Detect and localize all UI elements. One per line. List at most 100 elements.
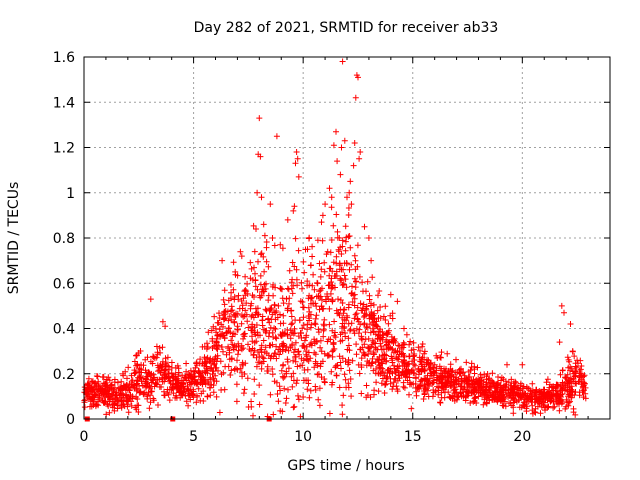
data-point [314, 280, 321, 287]
data-point [262, 344, 269, 351]
data-point [361, 223, 368, 230]
data-point [336, 353, 343, 360]
x-tick-label: 10 [294, 429, 312, 445]
data-point [134, 378, 140, 384]
data-point [299, 362, 306, 369]
data-point [544, 392, 551, 399]
data-point [281, 373, 288, 380]
data-point [296, 351, 303, 358]
data-point [239, 373, 246, 380]
data-point [179, 372, 186, 379]
data-point [312, 358, 319, 365]
data-point [147, 372, 154, 379]
data-point [501, 398, 508, 405]
data-point [366, 321, 373, 328]
data-point [291, 203, 298, 210]
data-point [419, 341, 426, 347]
data-point [230, 346, 237, 353]
data-point [554, 388, 561, 395]
data-point [349, 283, 355, 290]
data-point [266, 342, 273, 349]
data-point [293, 266, 300, 273]
data-point [361, 321, 368, 328]
data-point [226, 313, 233, 320]
data-point [290, 404, 297, 411]
data-point [314, 237, 321, 244]
data-point [260, 253, 267, 260]
data-point [300, 304, 307, 311]
data-point [346, 266, 353, 273]
data-point [368, 257, 375, 264]
data-point [338, 277, 345, 284]
data-point [240, 345, 247, 352]
data-point [381, 355, 388, 362]
data-point [329, 327, 336, 334]
data-point [203, 345, 210, 352]
data-point [161, 388, 167, 395]
data-point [339, 237, 346, 244]
data-point [209, 335, 216, 342]
data-point [502, 403, 509, 410]
data-point [289, 320, 296, 327]
data-point [156, 367, 163, 374]
data-point [424, 372, 431, 379]
data-point [190, 368, 197, 375]
data-point [248, 265, 255, 272]
data-point [295, 173, 302, 180]
data-point [280, 331, 287, 338]
data-point [186, 372, 193, 379]
data-point [423, 361, 430, 368]
data-point [465, 368, 472, 375]
data-point [288, 330, 295, 336]
data-point [345, 342, 352, 349]
data-point [247, 302, 254, 309]
data-point [527, 388, 534, 395]
data-point [382, 382, 388, 388]
data-point [441, 365, 447, 372]
data-point [353, 341, 360, 348]
data-point [82, 396, 89, 403]
data-point [284, 216, 291, 223]
data-point [303, 332, 310, 339]
data-point [538, 401, 545, 408]
data-point [255, 359, 262, 366]
data-point [272, 284, 279, 291]
data-point [401, 384, 408, 391]
data-point [289, 290, 296, 297]
data-point [519, 389, 526, 396]
data-point [347, 178, 354, 185]
data-point [430, 389, 437, 396]
data-point [335, 248, 342, 255]
data-point [404, 361, 411, 368]
data-point [147, 399, 154, 406]
data-point [126, 387, 133, 394]
data-point [500, 395, 507, 402]
data-point [311, 286, 318, 293]
data-point [220, 312, 227, 319]
data-point [356, 273, 363, 280]
y-tick-label: 0.6 [53, 276, 75, 292]
data-point [244, 375, 251, 382]
data-point [108, 392, 115, 399]
data-point [316, 402, 323, 409]
data-point [266, 319, 273, 326]
data-point [339, 355, 346, 362]
data-point [284, 358, 291, 365]
data-point [236, 305, 243, 312]
data-point [277, 311, 283, 318]
data-point [283, 368, 290, 375]
data-point [400, 383, 407, 390]
data-point [156, 376, 163, 383]
data-point [409, 358, 415, 365]
data-point [147, 296, 154, 303]
data-point [203, 363, 210, 370]
data-point [420, 388, 427, 394]
data-point [120, 383, 127, 390]
data-point [155, 402, 161, 408]
data-point [404, 370, 411, 377]
data-point [195, 385, 202, 392]
data-point [162, 323, 169, 330]
data-point [207, 356, 213, 363]
data-point [523, 408, 530, 415]
data-point [329, 268, 336, 275]
